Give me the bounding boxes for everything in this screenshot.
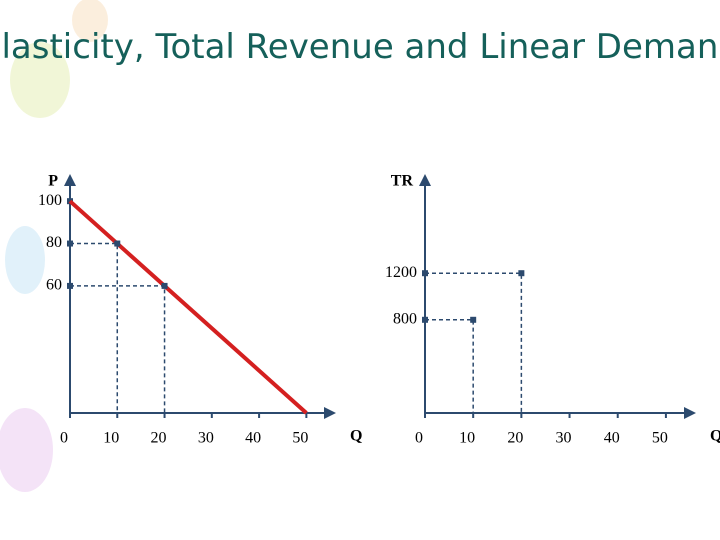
x-tick-label: 40 bbox=[245, 430, 261, 447]
point bbox=[470, 316, 477, 323]
guide-line bbox=[70, 242, 119, 413]
y-axis-label: P bbox=[48, 173, 58, 190]
y-tick-label: 800 bbox=[393, 310, 417, 327]
y-tick-label: 100 bbox=[38, 192, 62, 209]
y-tick-label: 60 bbox=[46, 277, 62, 294]
decoration bbox=[0, 0, 108, 492]
x-tick-label: 20 bbox=[507, 430, 523, 447]
x-tick-label: 30 bbox=[556, 430, 572, 447]
point bbox=[161, 282, 168, 289]
x-tick-label: 0 bbox=[415, 430, 423, 447]
x-tick-label: 30 bbox=[198, 430, 214, 447]
point bbox=[518, 270, 525, 277]
x-tick-label: 50 bbox=[292, 430, 308, 447]
x-tick-label: 0 bbox=[60, 430, 68, 447]
x-tick-label: 10 bbox=[459, 430, 475, 447]
y-axis-label: TR bbox=[391, 173, 414, 190]
point bbox=[114, 240, 121, 247]
x-axis-label: Q bbox=[350, 428, 362, 445]
x-axis-label: Q bbox=[710, 428, 720, 445]
demand-line bbox=[68, 199, 308, 415]
charts: P Q 60 80 100 0 10 20 30 40 50 TR Q 800 1200 0 10 20 30 40 5… bbox=[38, 173, 720, 447]
x-tick-label: 20 bbox=[151, 430, 167, 447]
x-tick-label: 40 bbox=[604, 430, 620, 447]
x-tick-label: 50 bbox=[652, 430, 668, 447]
title: Elasticity, Total Revenue and Linear Dem… bbox=[0, 27, 720, 67]
y-tick-label: 1200 bbox=[385, 264, 417, 281]
guide-line bbox=[425, 319, 474, 413]
x-tick-label: 10 bbox=[103, 430, 119, 447]
guide-line bbox=[425, 272, 523, 413]
y-tick-label: 80 bbox=[46, 234, 62, 251]
